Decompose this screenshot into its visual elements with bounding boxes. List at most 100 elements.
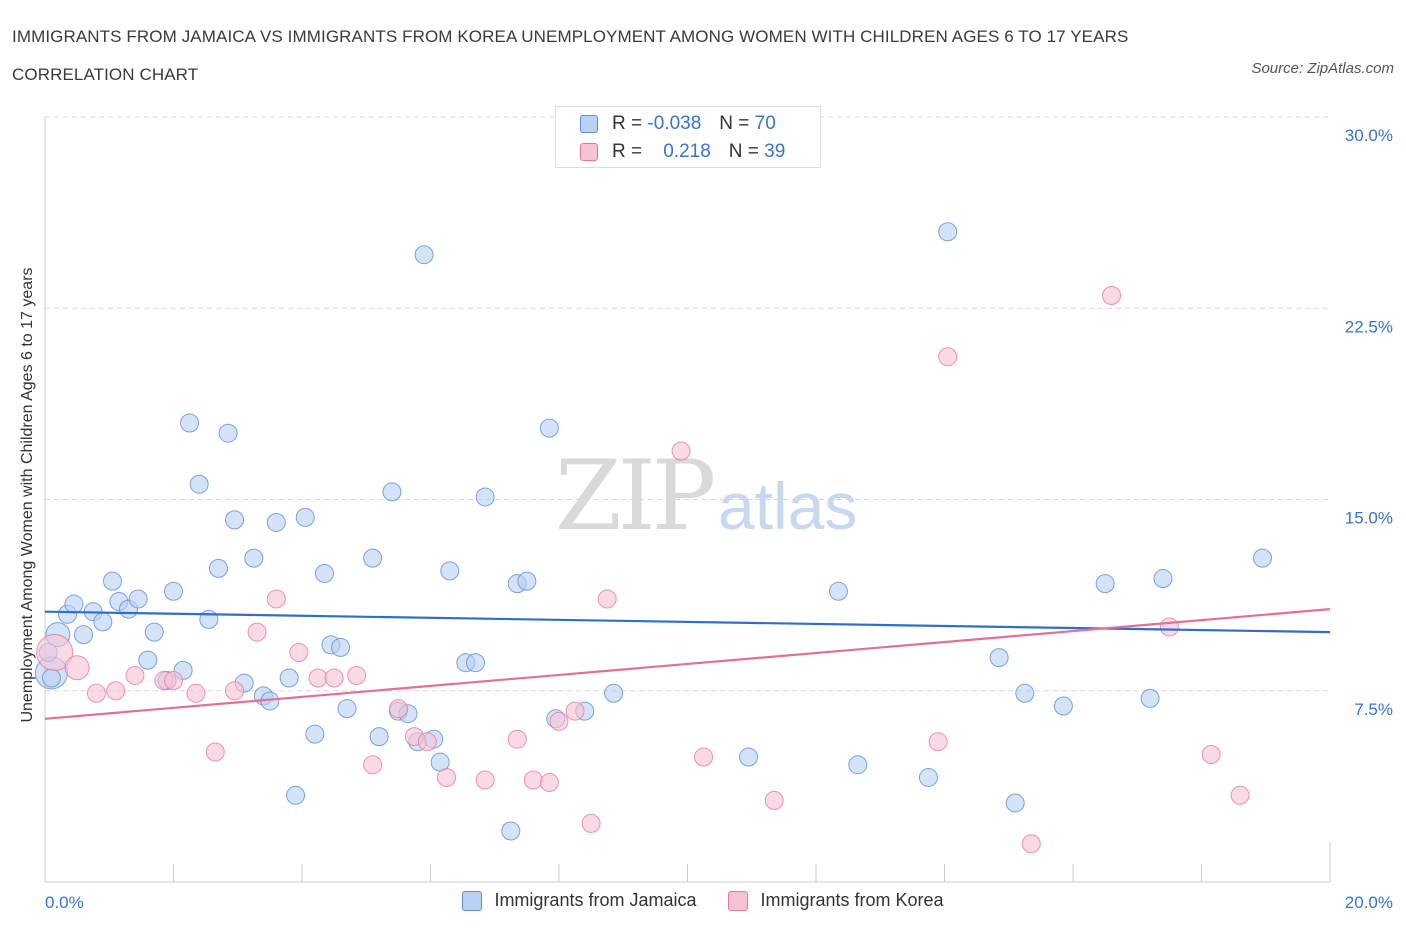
korea-point — [549, 711, 569, 731]
jamaica-trend-line — [44, 610, 1331, 634]
jamaica-point — [363, 548, 383, 568]
korea-legend-swatch — [728, 890, 749, 911]
jamaica-point — [244, 548, 264, 568]
jamaica-point — [440, 561, 460, 581]
legend-row-jamaica: R = -0.038 N = 70 — [580, 112, 776, 136]
korea-point — [694, 747, 714, 767]
jamaica-point — [1015, 683, 1035, 703]
korea-r-label: R = — [612, 141, 643, 162]
source-label: Source: ZipAtlas.com — [1251, 60, 1394, 77]
korea-point — [938, 347, 958, 367]
jamaica-point — [369, 727, 389, 747]
korea-n-label: N = — [728, 141, 759, 162]
jamaica-point — [93, 612, 113, 632]
korea-point — [1201, 745, 1221, 764]
jamaica-point — [102, 571, 122, 591]
y-tick-label: 22.5% — [1345, 317, 1393, 336]
jamaica-point — [180, 413, 200, 433]
korea-point — [363, 755, 383, 775]
legend-row-korea: R = 0.218 N = 39 — [580, 140, 785, 164]
jamaica-point — [64, 594, 84, 614]
korea-point — [565, 701, 585, 721]
jamaica-point — [1095, 574, 1115, 594]
jamaica-point — [1005, 793, 1025, 813]
jamaica-legend-label: Immigrants from Jamaica — [494, 890, 697, 910]
korea-legend-label: Immigrants from Korea — [760, 890, 944, 910]
jamaica-point — [848, 755, 868, 775]
jamaica-point — [266, 512, 286, 532]
jamaica-point — [604, 683, 624, 703]
jamaica-n-value: 70 — [754, 113, 776, 134]
jamaica-point — [286, 785, 306, 805]
jamaica-point — [414, 245, 434, 265]
legend-item-korea: Immigrants from Korea — [728, 890, 944, 911]
jamaica-point — [41, 668, 61, 688]
axes — [44, 117, 1331, 883]
jamaica-legend-swatch — [462, 890, 483, 911]
korea-point — [1102, 286, 1122, 305]
jamaica-point — [279, 668, 299, 688]
jamaica-point — [199, 609, 219, 629]
korea-point — [437, 767, 457, 787]
jamaica-point — [465, 653, 485, 673]
jamaica-point — [305, 724, 325, 744]
korea-point — [289, 643, 309, 662]
korea-point — [1230, 785, 1250, 805]
jamaica-swatch — [580, 115, 598, 133]
jamaica-point — [144, 622, 164, 642]
jamaica-point — [208, 558, 228, 578]
jamaica-point — [128, 589, 148, 609]
jamaica-point — [295, 507, 315, 527]
watermark-zip: ZIP — [555, 440, 716, 552]
jamaica-point — [1253, 548, 1273, 568]
korea-point — [324, 668, 344, 688]
jamaica-point — [501, 821, 521, 841]
korea-r-value: 0.218 — [663, 141, 711, 162]
watermark-atlas: atlas — [718, 469, 858, 543]
jamaica-n-label: N = — [719, 113, 750, 134]
jamaica-point — [225, 510, 245, 530]
jamaica-point — [1053, 696, 1073, 716]
korea-n-value: 39 — [764, 141, 786, 162]
korea-point — [581, 813, 601, 833]
x-tick-label: 20.0% — [1345, 893, 1393, 912]
jamaica-r-value: -0.038 — [647, 113, 702, 134]
correlation-legend: R = -0.038 N = 70 R = 0.218 N = 39 — [555, 106, 821, 168]
jamaica-point — [337, 699, 357, 719]
korea-point — [764, 790, 784, 810]
korea-point — [205, 742, 225, 762]
korea-point — [1021, 834, 1041, 854]
jamaica-point — [382, 482, 402, 502]
korea-point — [347, 665, 367, 685]
x-tick-label: 0.0% — [45, 893, 84, 912]
jamaica-point — [539, 418, 559, 438]
jamaica-r-label: R = — [612, 113, 643, 134]
korea-point — [539, 773, 559, 793]
jamaica-point — [475, 487, 495, 507]
jamaica-point — [517, 571, 537, 591]
korea-point — [523, 770, 543, 790]
data-points — [34, 222, 1273, 854]
korea-swatch — [580, 143, 598, 161]
korea-point — [507, 729, 527, 749]
korea-point — [225, 681, 245, 701]
jamaica-point — [1140, 688, 1160, 708]
jamaica-point — [189, 474, 209, 494]
jamaica-point — [164, 581, 183, 601]
jamaica-point — [938, 222, 958, 242]
korea-point — [64, 655, 90, 681]
jamaica-point — [138, 650, 158, 670]
korea-point — [388, 699, 408, 719]
trend-lines — [44, 608, 1331, 720]
jamaica-point — [989, 648, 1009, 668]
jamaica-point — [828, 581, 848, 601]
korea-point — [671, 441, 691, 461]
jamaica-point — [918, 767, 938, 787]
korea-point — [266, 589, 286, 609]
jamaica-point — [331, 637, 351, 657]
korea-point — [86, 683, 106, 703]
jamaica-point — [1153, 569, 1173, 589]
jamaica-point — [314, 563, 334, 583]
korea-point — [1159, 617, 1179, 637]
